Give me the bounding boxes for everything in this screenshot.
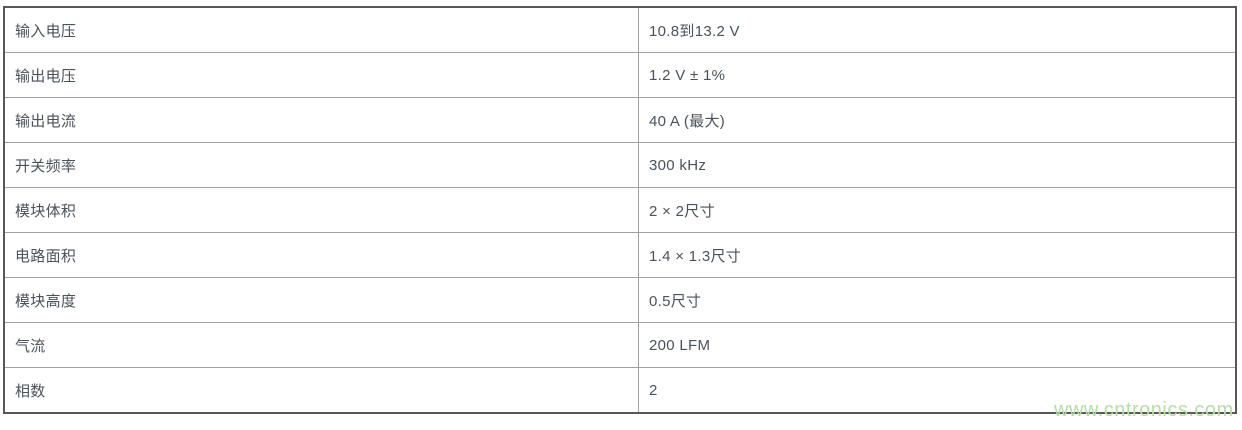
spec-value-cell: 0.5尺寸 xyxy=(638,277,1237,323)
spec-label-cell: 输出电压 xyxy=(3,52,639,98)
spec-value-cell: 200 LFM xyxy=(638,322,1237,368)
spec-label-cell: 开关频率 xyxy=(3,142,639,188)
spec-table-body: 输入电压 10.8到13.2 V 输出电压 1.2 V ± 1% 输出电流 40 A (最… xyxy=(3,6,1237,414)
spec-table: 输入电压 10.8到13.2 V 输出电压 1.2 V ± 1% 输出电流 40 A (最… xyxy=(3,6,1237,414)
spec-label-cell: 相数 xyxy=(3,367,639,414)
spec-label-cell: 输入电压 xyxy=(3,6,639,53)
spec-value-cell: 300 kHz xyxy=(638,142,1237,188)
spec-label-cell: 输出电流 xyxy=(3,97,639,143)
spec-label-cell: 气流 xyxy=(3,322,639,368)
table-row: 电路面积 1.4 × 1.3尺寸 xyxy=(3,232,1237,278)
table-row: 相数 2 xyxy=(3,367,1237,414)
spec-value-cell: 10.8到13.2 V xyxy=(638,6,1237,53)
spec-value-cell: 1.2 V ± 1% xyxy=(638,52,1237,98)
spec-label-cell: 电路面积 xyxy=(3,232,639,278)
table-row: 输入电压 10.8到13.2 V xyxy=(3,6,1237,53)
table-row: 模块体积 2 × 2尺寸 xyxy=(3,187,1237,233)
table-row: 模块高度 0.5尺寸 xyxy=(3,277,1237,323)
spec-value-cell: 2 × 2尺寸 xyxy=(638,187,1237,233)
table-row: 开关频率 300 kHz xyxy=(3,142,1237,188)
spec-label-cell: 模块高度 xyxy=(3,277,639,323)
spec-value-cell: 2 xyxy=(638,367,1237,414)
spec-value-cell: 40 A (最大) xyxy=(638,97,1237,143)
table-row: 输出电流 40 A (最大) xyxy=(3,97,1237,143)
table-row: 输出电压 1.2 V ± 1% xyxy=(3,52,1237,98)
watermark-url: www.cntronics.com xyxy=(1054,399,1234,421)
spec-value-cell: 1.4 × 1.3尺寸 xyxy=(638,232,1237,278)
table-row: 气流 200 LFM xyxy=(3,322,1237,368)
spec-label-cell: 模块体积 xyxy=(3,187,639,233)
